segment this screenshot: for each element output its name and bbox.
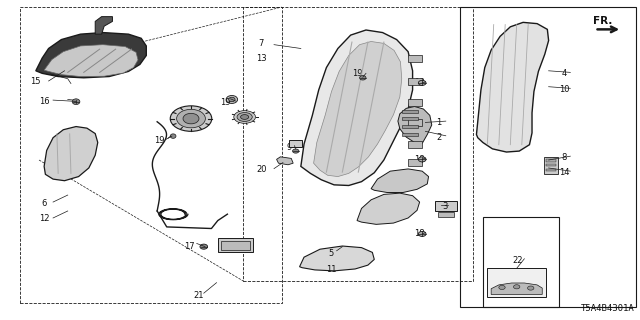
Text: 3: 3 <box>442 202 447 211</box>
Bar <box>402 117 418 120</box>
Text: 1: 1 <box>436 118 442 127</box>
Bar <box>487 268 546 297</box>
Text: FR.: FR. <box>593 16 612 26</box>
Text: 9: 9 <box>287 143 292 152</box>
Polygon shape <box>398 107 432 143</box>
Bar <box>408 100 422 107</box>
Polygon shape <box>357 193 420 224</box>
Text: 2: 2 <box>436 132 442 141</box>
Polygon shape <box>371 169 429 193</box>
Ellipse shape <box>237 113 252 122</box>
Polygon shape <box>301 30 413 186</box>
Polygon shape <box>276 157 293 165</box>
Text: T5A4B4301A: T5A4B4301A <box>580 304 634 313</box>
Ellipse shape <box>234 111 255 123</box>
Bar <box>408 159 422 166</box>
Bar <box>435 201 458 211</box>
Text: 16: 16 <box>39 97 49 106</box>
Ellipse shape <box>183 113 199 124</box>
Text: 21: 21 <box>193 291 204 300</box>
Bar <box>546 159 556 162</box>
Text: 8: 8 <box>561 153 566 162</box>
Text: 18: 18 <box>413 155 424 164</box>
Text: 10: 10 <box>559 85 569 94</box>
Bar <box>408 141 422 148</box>
Bar <box>483 217 559 307</box>
Text: 5: 5 <box>329 250 334 259</box>
Bar <box>402 110 418 113</box>
Text: 4: 4 <box>561 69 566 78</box>
Bar <box>408 55 422 62</box>
Text: 17: 17 <box>184 242 195 251</box>
Bar <box>221 241 250 250</box>
Text: 19: 19 <box>220 98 231 107</box>
Ellipse shape <box>499 285 505 290</box>
Bar <box>218 238 253 252</box>
Text: 13: 13 <box>256 53 267 62</box>
Polygon shape <box>44 45 138 76</box>
Polygon shape <box>300 246 374 271</box>
Text: 11: 11 <box>326 265 337 275</box>
Bar <box>546 169 556 171</box>
Ellipse shape <box>226 95 237 103</box>
Ellipse shape <box>419 231 426 236</box>
Text: 22: 22 <box>513 256 524 265</box>
Text: 12: 12 <box>39 214 49 223</box>
Text: 19: 19 <box>352 69 362 78</box>
Ellipse shape <box>292 149 299 153</box>
Text: 14: 14 <box>559 168 569 177</box>
Bar <box>20 7 282 303</box>
Ellipse shape <box>360 76 366 80</box>
Ellipse shape <box>72 99 80 105</box>
Text: 18: 18 <box>413 78 424 87</box>
Text: 18: 18 <box>413 229 424 238</box>
Bar <box>289 140 302 147</box>
Bar <box>402 125 418 128</box>
Ellipse shape <box>419 80 426 85</box>
Text: 7: 7 <box>259 39 264 48</box>
Bar <box>461 7 636 307</box>
Text: 15: 15 <box>31 77 41 86</box>
Ellipse shape <box>170 134 176 138</box>
Polygon shape <box>95 17 113 34</box>
Polygon shape <box>476 22 548 152</box>
Bar <box>408 119 422 126</box>
Ellipse shape <box>228 97 235 102</box>
Bar <box>408 78 422 85</box>
Bar <box>543 157 557 174</box>
Polygon shape <box>314 42 402 177</box>
Polygon shape <box>36 33 147 78</box>
Bar <box>546 164 556 166</box>
Bar <box>438 212 454 217</box>
Bar <box>243 7 473 281</box>
Ellipse shape <box>200 244 207 249</box>
Text: 20: 20 <box>256 165 266 174</box>
Ellipse shape <box>241 115 249 119</box>
Ellipse shape <box>177 109 205 128</box>
Ellipse shape <box>419 157 426 162</box>
Ellipse shape <box>527 286 534 290</box>
Polygon shape <box>491 283 542 294</box>
Text: 6: 6 <box>42 198 47 207</box>
Polygon shape <box>44 126 98 181</box>
Bar <box>402 133 418 136</box>
Ellipse shape <box>170 106 212 131</box>
Ellipse shape <box>513 285 520 289</box>
Text: 19: 19 <box>154 136 164 145</box>
